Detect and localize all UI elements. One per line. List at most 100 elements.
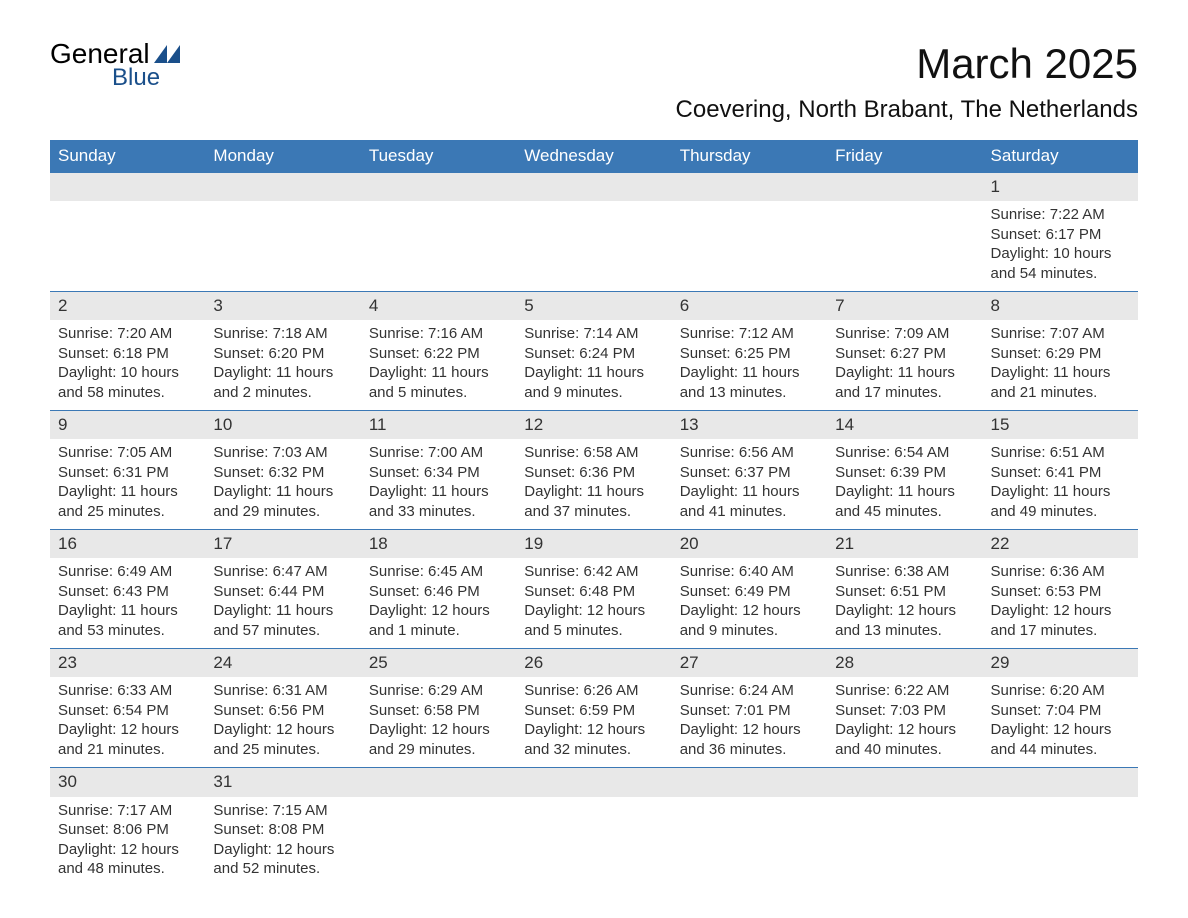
daylight-text: Daylight: 11 hours and 17 minutes. [835,363,974,402]
weekday-header: Tuesday [361,140,516,173]
day-number-cell: 30 [50,768,205,797]
weekday-header: Thursday [672,140,827,173]
day-number-cell: 20 [672,530,827,559]
daylight-text: Daylight: 11 hours and 33 minutes. [369,482,508,521]
day-data-cell: Sunrise: 7:18 AMSunset: 6:20 PMDaylight:… [205,320,360,411]
day-number-cell [827,173,982,202]
day-data-cell: Sunrise: 6:40 AMSunset: 6:49 PMDaylight:… [672,558,827,649]
day-data-cell: Sunrise: 6:24 AMSunset: 7:01 PMDaylight:… [672,677,827,768]
daylight-text: Daylight: 11 hours and 2 minutes. [213,363,352,402]
daylight-text: Daylight: 12 hours and 40 minutes. [835,720,974,759]
sunset-text: Sunset: 6:43 PM [58,582,197,602]
day-number-cell [827,768,982,797]
daylight-text: Daylight: 12 hours and 13 minutes. [835,601,974,640]
day-data-cell: Sunrise: 7:22 AMSunset: 6:17 PMDaylight:… [983,201,1138,292]
sunrise-text: Sunrise: 7:07 AM [991,324,1130,344]
day-data-cell: Sunrise: 7:09 AMSunset: 6:27 PMDaylight:… [827,320,982,411]
day-number-cell: 11 [361,411,516,440]
sunset-text: Sunset: 6:36 PM [524,463,663,483]
sunset-text: Sunset: 6:31 PM [58,463,197,483]
day-data-cell: Sunrise: 7:00 AMSunset: 6:34 PMDaylight:… [361,439,516,530]
weekday-header: Wednesday [516,140,671,173]
day-data-cell [983,797,1138,887]
day-number-cell: 28 [827,649,982,678]
sunrise-text: Sunrise: 7:05 AM [58,443,197,463]
day-data-cell: Sunrise: 6:38 AMSunset: 6:51 PMDaylight:… [827,558,982,649]
sunset-text: Sunset: 6:29 PM [991,344,1130,364]
sunrise-text: Sunrise: 6:56 AM [680,443,819,463]
sunset-text: Sunset: 6:41 PM [991,463,1130,483]
day-number-cell: 16 [50,530,205,559]
weekday-header-row: Sunday Monday Tuesday Wednesday Thursday… [50,140,1138,173]
day-number-cell: 2 [50,292,205,321]
sunset-text: Sunset: 6:27 PM [835,344,974,364]
logo: General Blue [50,40,180,90]
daylight-text: Daylight: 11 hours and 41 minutes. [680,482,819,521]
day-data-cell [205,201,360,292]
day-number-cell [672,173,827,202]
sunset-text: Sunset: 6:32 PM [213,463,352,483]
day-data-cell: Sunrise: 6:58 AMSunset: 6:36 PMDaylight:… [516,439,671,530]
day-data-cell: Sunrise: 6:31 AMSunset: 6:56 PMDaylight:… [205,677,360,768]
day-number-cell: 10 [205,411,360,440]
day-number-cell: 5 [516,292,671,321]
daylight-text: Daylight: 12 hours and 1 minute. [369,601,508,640]
day-number-cell [361,768,516,797]
day-number-cell: 13 [672,411,827,440]
day-data-cell [361,201,516,292]
title-block: March 2025 Coevering, North Brabant, The… [676,40,1138,130]
daylight-text: Daylight: 11 hours and 37 minutes. [524,482,663,521]
daylight-text: Daylight: 12 hours and 52 minutes. [213,840,352,879]
day-data-cell: Sunrise: 6:36 AMSunset: 6:53 PMDaylight:… [983,558,1138,649]
day-number-cell: 3 [205,292,360,321]
day-data-cell [827,797,982,887]
calendar-table: Sunday Monday Tuesday Wednesday Thursday… [50,140,1138,887]
sunrise-text: Sunrise: 7:12 AM [680,324,819,344]
sunset-text: Sunset: 6:49 PM [680,582,819,602]
day-number-cell: 22 [983,530,1138,559]
day-number-cell: 23 [50,649,205,678]
daynum-row: 16171819202122 [50,530,1138,559]
day-number-cell: 18 [361,530,516,559]
daylight-text: Daylight: 11 hours and 45 minutes. [835,482,974,521]
sunrise-text: Sunrise: 6:42 AM [524,562,663,582]
data-row: Sunrise: 7:20 AMSunset: 6:18 PMDaylight:… [50,320,1138,411]
logo-text-blue: Blue [112,66,180,90]
sunset-text: Sunset: 8:06 PM [58,820,197,840]
day-number-cell [672,768,827,797]
data-row: Sunrise: 7:05 AMSunset: 6:31 PM Daylight:… [50,439,1138,530]
day-number-cell: 31 [205,768,360,797]
day-number-cell: 14 [827,411,982,440]
location: Coevering, North Brabant, The Netherland… [676,96,1138,124]
sunrise-text: Sunrise: 7:00 AM [369,443,508,463]
daylight-text: Daylight: 11 hours and 57 minutes. [213,601,352,640]
sunset-text: Sunset: 6:34 PM [369,463,508,483]
data-row: Sunrise: 7:22 AMSunset: 6:17 PMDaylight:… [50,201,1138,292]
day-data-cell: Sunrise: 6:42 AMSunset: 6:48 PMDaylight:… [516,558,671,649]
daynum-row: 9101112131415 [50,411,1138,440]
day-data-cell [672,797,827,887]
data-row: Sunrise: 6:49 AMSunset: 6:43 PMDaylight:… [50,558,1138,649]
sunrise-text: Sunrise: 7:03 AM [213,443,352,463]
daylight-text: Daylight: 12 hours and 21 minutes. [58,720,197,759]
daylight-text: Daylight: 12 hours and 48 minutes. [58,840,197,879]
daylight-text: Daylight: 12 hours and 44 minutes. [991,720,1130,759]
data-row: Sunrise: 7:17 AMSunset: 8:06 PMDaylight:… [50,797,1138,887]
day-number-cell [516,173,671,202]
data-row: Sunrise: 6:33 AMSunset: 6:54 PMDaylight:… [50,677,1138,768]
daylight-text: Daylight: 11 hours and 29 minutes. [213,482,352,521]
weekday-header: Sunday [50,140,205,173]
sunrise-text: Sunrise: 6:45 AM [369,562,508,582]
daylight-text: Daylight: 11 hours and 9 minutes. [524,363,663,402]
day-data-cell: Sunrise: 6:20 AMSunset: 7:04 PMDaylight:… [983,677,1138,768]
day-data-cell: Sunrise: 7:14 AMSunset: 6:24 PMDaylight:… [516,320,671,411]
sunrise-text: Sunrise: 6:54 AM [835,443,974,463]
calendar-body: 1Sunrise: 7:22 AMSunset: 6:17 PMDaylight… [50,173,1138,887]
daylight-text: Daylight: 11 hours and 53 minutes. [58,601,197,640]
day-number-cell: 7 [827,292,982,321]
day-data-cell: Sunrise: 7:07 AMSunset: 6:29 PMDaylight:… [983,320,1138,411]
day-data-cell: Sunrise: 7:15 AMSunset: 8:08 PMDaylight:… [205,797,360,887]
day-number-cell: 15 [983,411,1138,440]
day-data-cell: Sunrise: 7:17 AMSunset: 8:06 PMDaylight:… [50,797,205,887]
daylight-text: Daylight: 11 hours and 5 minutes. [369,363,508,402]
